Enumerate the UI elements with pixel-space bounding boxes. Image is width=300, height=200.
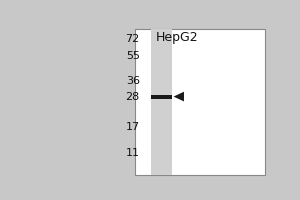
Text: 55: 55	[126, 51, 140, 61]
Text: 28: 28	[126, 92, 140, 102]
Text: HepG2: HepG2	[156, 31, 198, 44]
Polygon shape	[173, 92, 184, 101]
Bar	[152, 95, 172, 99]
Text: 17: 17	[126, 122, 140, 132]
Bar	[152, 29, 172, 175]
Text: 72: 72	[126, 34, 140, 44]
Bar	[135, 29, 266, 175]
Text: 36: 36	[126, 76, 140, 86]
Text: 11: 11	[126, 148, 140, 158]
